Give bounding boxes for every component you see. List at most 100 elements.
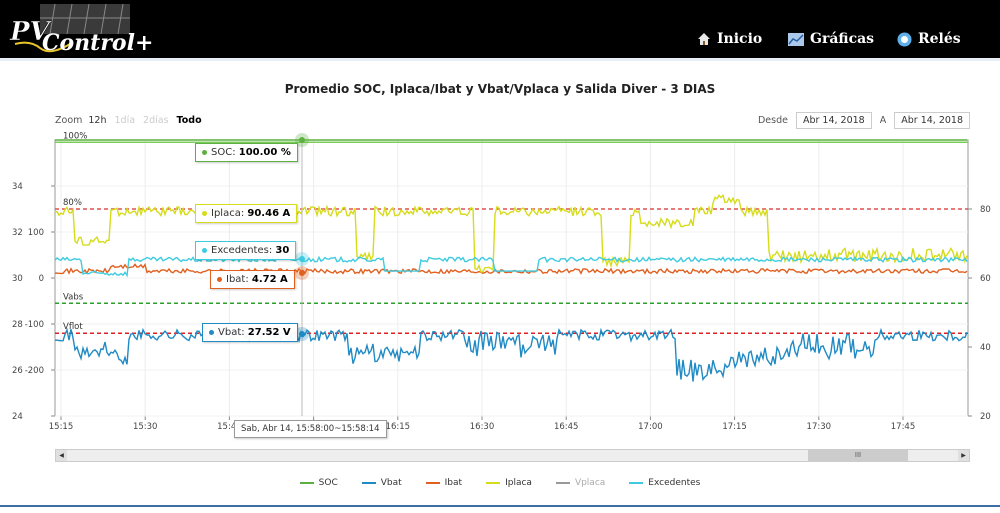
- x-tick-label: 15:45: [217, 422, 242, 432]
- plot-band-label: 80%: [63, 198, 82, 208]
- tooltip-label: Ibat:: [226, 274, 252, 285]
- y-right-tick-label: 40: [980, 343, 991, 353]
- y-right-tick-label: 80: [980, 205, 991, 215]
- legend-swatch: [361, 482, 376, 484]
- series-excedentes-line[interactable]: [54, 255, 968, 278]
- tooltip-label: SOC:: [211, 147, 239, 158]
- legend-swatch: [555, 482, 570, 484]
- legend-label: Iplaca: [505, 478, 532, 488]
- tooltip-label: Vbat:: [218, 327, 248, 338]
- tooltip-iplaca: Iplaca: 90.46 A: [195, 204, 298, 223]
- y-amps-tick-label: -200: [25, 366, 44, 376]
- y-amps-tick-label: -100: [25, 320, 44, 330]
- x-tick-label: 15:30: [133, 422, 158, 432]
- zoom-todo-button[interactable]: Todo: [176, 115, 202, 126]
- legend-item-iplaca[interactable]: Iplaca: [486, 478, 532, 488]
- scroll-thumb-grip: III: [854, 451, 862, 459]
- y-volts-tick-label: 30: [12, 274, 23, 284]
- legend-swatch: [425, 482, 440, 484]
- zoom-2dias-button[interactable]: 2días: [143, 115, 169, 126]
- tooltip-value: 100.00 %: [238, 147, 291, 158]
- y-amps-tick-label: 100: [28, 228, 44, 238]
- y-volts-tick-label: 34: [12, 182, 23, 192]
- tooltip-value: 4.72 A: [251, 274, 288, 285]
- legend-swatch: [299, 482, 314, 484]
- tooltip-vbat: Vbat: 27.52 V: [202, 323, 298, 342]
- zoom-selector: Zoom 12h 1día 2días Todo: [55, 114, 204, 127]
- nav-graficas[interactable]: Gráficas: [788, 31, 874, 47]
- pvcontrol-logo[interactable]: PV Control+: [0, 0, 170, 58]
- hover-marker-soc: [299, 137, 305, 143]
- range-from-input[interactable]: Abr 14, 2018: [795, 112, 872, 129]
- plot-band-label: Vflot: [63, 322, 83, 332]
- hover-marker-vbat: [299, 331, 305, 337]
- y-volts-tick-label: 28: [12, 320, 23, 330]
- chart-legend: SOC Vbat Ibat Iplaca Vplaca Excedentes: [0, 478, 1000, 488]
- bottom-border: [0, 505, 1000, 507]
- hover-marker-ibat: [299, 270, 305, 276]
- tooltip-dot: [202, 149, 207, 155]
- svg-text:Control+: Control+: [42, 30, 153, 56]
- zoom-1dia-button[interactable]: 1día: [114, 115, 136, 126]
- top-navigation-bar: PV Control+ Inicio Gráficas Relés: [0, 0, 1000, 59]
- y-volts-tick-label: 24: [12, 412, 23, 422]
- series-ibat-line[interactable]: [54, 262, 968, 275]
- chart-title: Promedio SOC, Iplaca/Ibat y Vbat/Vplaca …: [284, 82, 716, 96]
- legend-label: Vbat: [380, 478, 402, 488]
- x-tick-label: 17:45: [891, 422, 916, 432]
- nav-reles[interactable]: Relés: [897, 31, 961, 47]
- scroll-thumb[interactable]: III: [808, 450, 908, 461]
- zoom-label: Zoom: [55, 115, 83, 126]
- hover-marker-excedentes: [299, 256, 305, 262]
- nav-inicio-label: Inicio: [717, 31, 763, 47]
- relay-icon: [897, 32, 912, 46]
- x-tick-label: 16:15: [386, 422, 411, 432]
- zoom-12h-button[interactable]: 12h: [88, 115, 107, 126]
- x-axis-tooltip: Sab, Abr 14, 15:58:00~15:58:14: [234, 420, 387, 438]
- tooltip-dot: [209, 329, 214, 335]
- legend-item-ibat[interactable]: Ibat: [425, 478, 463, 488]
- tooltip-excedentes: Excedentes: 30: [195, 241, 297, 260]
- tooltip-dot: [202, 247, 207, 253]
- tooltip-value: 90.46 A: [247, 208, 291, 219]
- legend-item-vbat[interactable]: Vbat: [361, 478, 402, 488]
- header-separator: [0, 58, 1000, 61]
- x-tick-label: 17:30: [807, 422, 832, 432]
- svg-text:PV: PV: [9, 17, 53, 47]
- tooltip-ibat: Ibat: 4.72 A: [210, 270, 295, 289]
- range-from-label: Desde: [757, 115, 788, 126]
- x-tick-label: 16:45: [554, 422, 579, 432]
- y-right-tick-label: 60: [980, 274, 991, 284]
- tooltip-dot: [217, 276, 222, 282]
- x-tick-label: 17:15: [722, 422, 747, 432]
- legend-item-soc[interactable]: SOC: [299, 478, 338, 488]
- y-amps-tick-label: 0: [39, 274, 44, 284]
- x-tick-label: 15:15: [49, 422, 74, 432]
- legend-label: Vplaca: [574, 478, 606, 488]
- nav-graficas-label: Gráficas: [810, 31, 875, 47]
- range-to-input[interactable]: Abr 14, 2018: [894, 112, 970, 129]
- x-tick-label: 17:00: [638, 422, 663, 432]
- legend-swatch: [629, 482, 644, 484]
- scroll-right-arrow[interactable]: ▶: [958, 450, 969, 461]
- legend-label: Ibat: [444, 478, 463, 488]
- tooltip-label: Excedentes:: [211, 245, 276, 256]
- legend-label: SOC: [318, 478, 338, 488]
- y-volts-tick-label: 32: [12, 228, 23, 238]
- tooltip-value: 27.52 V: [247, 327, 291, 338]
- home-icon: [698, 33, 710, 45]
- legend-item-excedentes[interactable]: Excedentes: [629, 478, 700, 488]
- range-to-label: A: [879, 115, 887, 126]
- tooltip-label: Iplaca:: [211, 208, 248, 219]
- nav-reles-label: Relés: [918, 31, 961, 47]
- nav-inicio[interactable]: Inicio: [697, 31, 762, 47]
- legend-swatch: [486, 482, 501, 484]
- plot-band-label: Vabs: [63, 292, 84, 302]
- scroll-left-arrow[interactable]: ◀: [56, 450, 67, 461]
- chart-icon: [788, 32, 804, 46]
- legend-item-vplaca[interactable]: Vplaca: [555, 478, 606, 488]
- navigator-scrollbar[interactable]: ◀ III ▶: [55, 449, 970, 462]
- tooltip-dot: [202, 210, 207, 216]
- tooltip-soc: SOC: 100.00 %: [195, 143, 298, 162]
